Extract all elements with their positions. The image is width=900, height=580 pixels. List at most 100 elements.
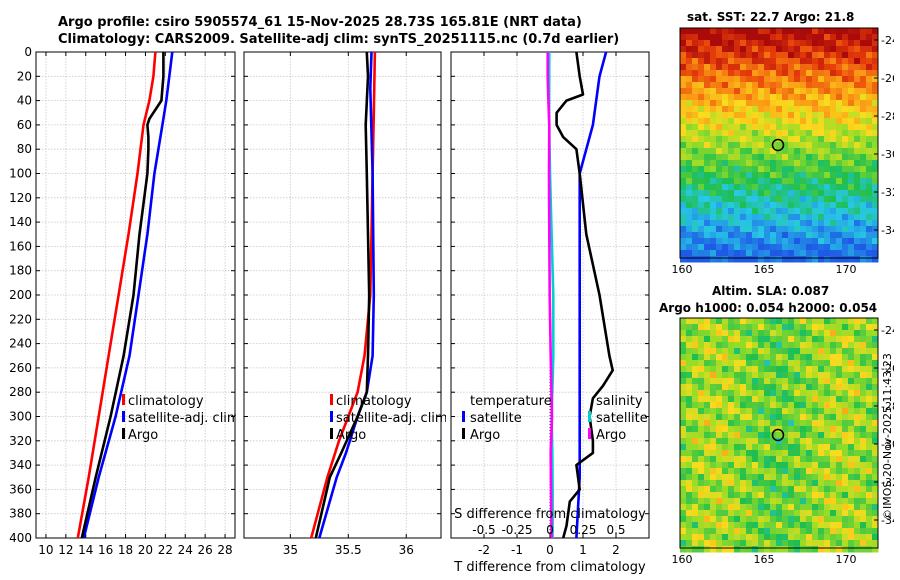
legend-heading-salinity: salinity xyxy=(596,394,643,409)
x-tick-label: 24 xyxy=(178,543,193,557)
y-tick-label: 360 xyxy=(9,482,32,496)
x-tick-label: 12 xyxy=(58,543,73,557)
y-tick-label: 60 xyxy=(17,118,32,132)
legend-marker xyxy=(588,428,591,439)
y-tick-label: 320 xyxy=(9,434,32,448)
legend-label: Argo xyxy=(128,428,158,443)
y-tick-label: 300 xyxy=(9,410,32,424)
x2-tick-label: -0.25 xyxy=(501,523,532,537)
legend-label: satellite xyxy=(596,411,648,426)
map-raster xyxy=(680,28,879,263)
series-line-satellite-adj-clim xyxy=(318,51,376,539)
header-line-1: Argo profile: csiro 5905574_61 15-Nov-20… xyxy=(58,15,582,30)
map-x-tick-label: 165 xyxy=(754,553,775,566)
y-tick-label: 180 xyxy=(9,264,32,278)
x2-tick-label: -0.5 xyxy=(472,523,495,537)
x-tick-label: 36 xyxy=(399,543,414,557)
x2-axis-label: S difference from climatology xyxy=(454,507,646,522)
x-tick-label: -1 xyxy=(511,543,523,557)
y-tick-label: 120 xyxy=(9,191,32,205)
map-y-tick-label: -26 xyxy=(881,72,894,85)
x-tick-label: 1 xyxy=(579,543,587,557)
y-tick-label: 160 xyxy=(9,239,32,253)
map-y-tick-label: -30 xyxy=(881,148,894,161)
legend-label: climatology xyxy=(336,394,412,409)
y-tick-label: 80 xyxy=(17,142,32,156)
series-line-satellite-adj-clim xyxy=(82,51,174,539)
map-frame xyxy=(679,27,879,259)
map-y-tick-label: -34 xyxy=(881,224,894,237)
map-x-tick-label: 160 xyxy=(672,263,693,276)
y-tick-label: 220 xyxy=(9,312,32,326)
y-tick-label: 0 xyxy=(24,45,32,59)
credit-text: ©IMOS 20-Nov-2025 11:43:23 xyxy=(881,353,894,520)
sla-map-title-2: Argo h1000: 0.054 h2000: 0.054 xyxy=(659,301,878,315)
y-tick-label: 260 xyxy=(9,361,32,375)
legend-heading-temperature: temperature xyxy=(470,394,552,409)
x-tick-label: 2 xyxy=(612,543,620,557)
x-axis-label: T difference from climatology xyxy=(453,560,646,575)
x-tick-label: 0 xyxy=(546,543,554,557)
map-y-tick-label: -32 xyxy=(881,186,894,199)
argo-position-marker xyxy=(771,428,785,442)
x-tick-label: -2 xyxy=(478,543,490,557)
header-line-2: Climatology: CARS2009. Satellite-adj cli… xyxy=(58,32,620,47)
legend-marker xyxy=(122,428,125,439)
legend-marker xyxy=(330,394,333,405)
legend-label: satellite-adj. clim xyxy=(128,411,236,426)
legend-marker xyxy=(330,411,333,422)
y-tick-label: 100 xyxy=(9,167,32,181)
legend-marker xyxy=(462,428,465,439)
legend-label: Argo xyxy=(470,428,500,443)
y-tick-label: 380 xyxy=(9,507,32,521)
y-tick-label: 140 xyxy=(9,215,32,229)
sla-map: 160 165 170 -24 -26 -28 -30 -32 -34 xyxy=(672,317,894,566)
map-x-tick-label: 165 xyxy=(754,263,775,276)
x-tick-label: 35 xyxy=(283,543,298,557)
difference-chart: -2 -1 0 1 2 T difference from climatology S di… xyxy=(450,51,650,575)
series-line-argo xyxy=(314,51,371,539)
map-y-tick-label: -34 xyxy=(881,514,894,527)
map-y-tick-label: -24 xyxy=(881,324,894,337)
x-tick-label: 10 xyxy=(38,543,53,557)
y-tick-label: 280 xyxy=(9,385,32,399)
legend-marker xyxy=(462,411,465,422)
x-tick-label: 20 xyxy=(138,543,153,557)
map-y-tick-label: -26 xyxy=(881,362,894,375)
x2-tick-label: 0.5 xyxy=(606,523,625,537)
x2-tick-label: 0 xyxy=(546,523,554,537)
y-tick-label: 40 xyxy=(17,94,32,108)
series-line-temperature-argo xyxy=(555,51,614,539)
series-line-salinity-argo xyxy=(546,52,554,539)
x-tick-label: 35.5 xyxy=(335,543,362,557)
x-tick-label: 16 xyxy=(98,543,113,557)
map-y-tick-label: -28 xyxy=(881,110,894,123)
series-line-climatology xyxy=(76,51,157,539)
map-frame xyxy=(679,317,879,549)
x-tick-label: 22 xyxy=(158,543,173,557)
sst-map: 160 165 170 -24 -26 -28 -30 -32 -34 xyxy=(672,27,894,276)
y-tick-label: 340 xyxy=(9,458,32,472)
legend-label: satellite-adj. clim xyxy=(336,411,446,426)
x2-tick-label: 0.25 xyxy=(570,523,597,537)
x-tick-label: 26 xyxy=(198,543,213,557)
legend-label: satellite xyxy=(470,411,522,426)
map-y-tick-label: -32 xyxy=(881,476,894,489)
legend-label: Argo xyxy=(596,428,626,443)
sst-map-title: sat. SST: 22.7 Argo: 21.8 xyxy=(687,10,855,24)
plot-area xyxy=(244,52,441,538)
map-x-tick-label: 160 xyxy=(672,553,693,566)
map-y-tick-label: -30 xyxy=(881,438,894,451)
series-line-argo xyxy=(80,52,165,539)
legend-marker xyxy=(330,428,333,439)
legend-marker xyxy=(588,411,591,422)
sla-map-title-1: Altim. SLA: 0.087 xyxy=(712,284,830,298)
map-x-tick-label: 170 xyxy=(836,263,857,276)
x-tick-label: 14 xyxy=(78,543,93,557)
legend-label: climatology xyxy=(128,394,204,409)
legend-marker xyxy=(122,394,125,405)
legend-label: Argo xyxy=(336,428,366,443)
salinity-chart: 3535.536salinityclimatologysatellite-adj… xyxy=(243,51,446,557)
y-tick-label: 240 xyxy=(9,337,32,351)
y-tick-label: 200 xyxy=(9,288,32,302)
